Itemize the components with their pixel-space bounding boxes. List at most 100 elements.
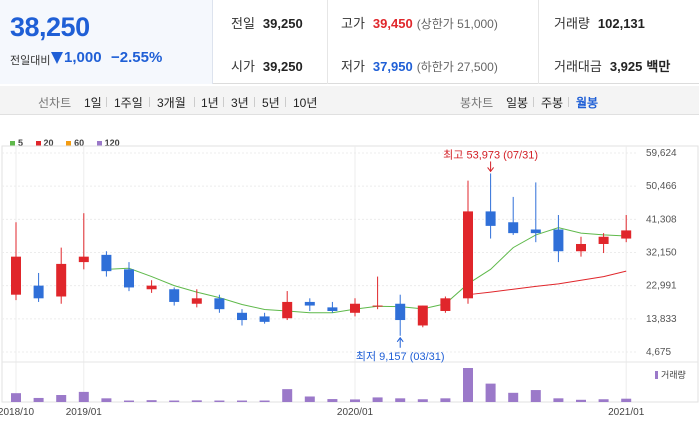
volume-bar xyxy=(395,398,406,402)
candle-body xyxy=(598,236,609,244)
period-1d[interactable]: 1일 xyxy=(84,96,102,110)
volume-bar xyxy=(78,391,89,402)
candle-body xyxy=(350,303,360,313)
candle-body xyxy=(78,256,89,263)
volume-bar xyxy=(440,398,451,402)
price-box: 38,250 전일대비 1,000 −2.55% xyxy=(0,0,213,84)
volume-bar xyxy=(576,399,586,402)
amount-value: 3,925 xyxy=(609,59,643,74)
chart-toolbar: 선차트 1일 1주일 3개월 1년 3년 5년 10년 봉차트 일봉 주봉 월봉 xyxy=(0,86,699,115)
line-chart-label: 선차트 xyxy=(38,96,72,110)
low-annotation: 최저 9,157 (03/31) xyxy=(356,350,445,363)
y-tick-label: 4,675 xyxy=(646,347,671,358)
change-percent: −2.55% xyxy=(111,49,163,66)
period-3m[interactable]: 3개월 xyxy=(157,96,186,110)
y-tick-label: 50,466 xyxy=(646,181,677,192)
low-arrow-head xyxy=(396,336,404,343)
candle-body xyxy=(485,211,496,226)
candle-body xyxy=(11,256,21,295)
period-1y[interactable]: 1년 xyxy=(201,96,219,110)
separator xyxy=(285,97,286,107)
volume-bar xyxy=(350,399,360,402)
low-label: 저가 xyxy=(341,59,365,74)
volume-bar xyxy=(485,383,496,402)
volume-bar xyxy=(372,397,383,402)
volume-bar xyxy=(621,398,632,402)
period-5y[interactable]: 5년 xyxy=(262,96,280,110)
separator xyxy=(533,97,534,107)
separator xyxy=(149,97,150,107)
high-value: 39,450 xyxy=(372,16,413,31)
candle-body xyxy=(417,305,428,326)
candle-body xyxy=(259,316,270,322)
candle-daily[interactable]: 일봉 xyxy=(506,96,529,110)
change-value: 1,000 xyxy=(64,49,102,66)
volume-bar xyxy=(214,400,225,402)
volume-bar xyxy=(282,389,293,402)
volume-value: 102,131 xyxy=(597,16,645,31)
volume-bar xyxy=(508,392,519,402)
candle-body xyxy=(553,229,564,252)
legend-swatch xyxy=(66,141,72,147)
quote-panel: 38,250 전일대비 1,000 −2.55% 전일 39,250 시가 39,2… xyxy=(0,0,699,84)
volume-bar xyxy=(553,398,564,402)
period-1w[interactable]: 1주일 xyxy=(114,96,143,110)
candle-body xyxy=(440,298,451,311)
period-3y[interactable]: 3년 xyxy=(231,96,249,110)
x-tick-label: 2020/01 xyxy=(337,407,374,418)
candle-body xyxy=(191,298,202,304)
volume-bar xyxy=(33,397,44,402)
x-tick-label: 2018/10 xyxy=(0,407,35,418)
candle-body xyxy=(463,211,473,299)
volume-bar xyxy=(598,399,609,402)
legend-ma60: 60 xyxy=(66,138,84,148)
candle-body xyxy=(56,263,67,297)
candle-weekly[interactable]: 주봉 xyxy=(541,96,564,110)
separator xyxy=(194,97,195,107)
candle-body xyxy=(101,254,112,272)
candle-body xyxy=(621,230,632,239)
divider xyxy=(538,0,539,84)
legend-label: 20 xyxy=(43,138,54,148)
legend-ma120: 120 xyxy=(96,138,120,148)
high-price: 고가 39,450 (상한가 51,000) xyxy=(341,13,498,32)
volume-bar xyxy=(463,368,473,402)
prev-close: 전일 39,250 xyxy=(231,13,303,32)
candle-monthly[interactable]: 월봉 xyxy=(576,96,599,110)
candle-body xyxy=(530,229,541,234)
candle-body xyxy=(282,301,293,319)
volume-bar xyxy=(259,400,270,402)
y-tick-label: 59,624 xyxy=(646,148,677,159)
candle-body xyxy=(124,269,134,288)
candle-body xyxy=(33,285,44,299)
candle-body xyxy=(304,301,315,306)
prev-close-label: 전일 xyxy=(231,16,255,31)
candle-body xyxy=(576,243,586,252)
volume-bar xyxy=(169,400,180,402)
candle-body xyxy=(146,285,157,290)
amount-label: 거래대금 xyxy=(554,59,602,74)
high-annotation: 최고 53,973 (07/31) xyxy=(443,148,538,161)
legend-swatch xyxy=(10,141,15,147)
candle-body xyxy=(214,298,225,310)
separator xyxy=(106,97,107,107)
y-tick-label: 32,150 xyxy=(646,247,677,258)
volume-legend-swatch xyxy=(655,371,658,379)
ma-legend: 5 20 60 120 xyxy=(10,138,130,148)
volume-bar xyxy=(124,400,134,402)
legend-ma5: 5 xyxy=(10,138,23,148)
y-tick-label: 22,991 xyxy=(646,281,677,292)
upper-limit: (상한가 51,000) xyxy=(416,17,498,31)
prev-close-value: 39,250 xyxy=(262,16,303,31)
open-value: 39,250 xyxy=(262,59,303,74)
volume: 거래량 102,131 xyxy=(554,13,645,32)
change-label: 전일대비 xyxy=(10,55,51,67)
period-10y[interactable]: 10년 xyxy=(293,96,318,110)
candle-chart-label: 봉차트 xyxy=(460,96,494,110)
legend-label: 60 xyxy=(74,138,85,148)
candle-body xyxy=(508,222,519,234)
divider xyxy=(327,0,328,84)
volume-bar xyxy=(56,395,67,402)
low-price: 저가 37,950 (하한가 27,500) xyxy=(341,56,498,75)
